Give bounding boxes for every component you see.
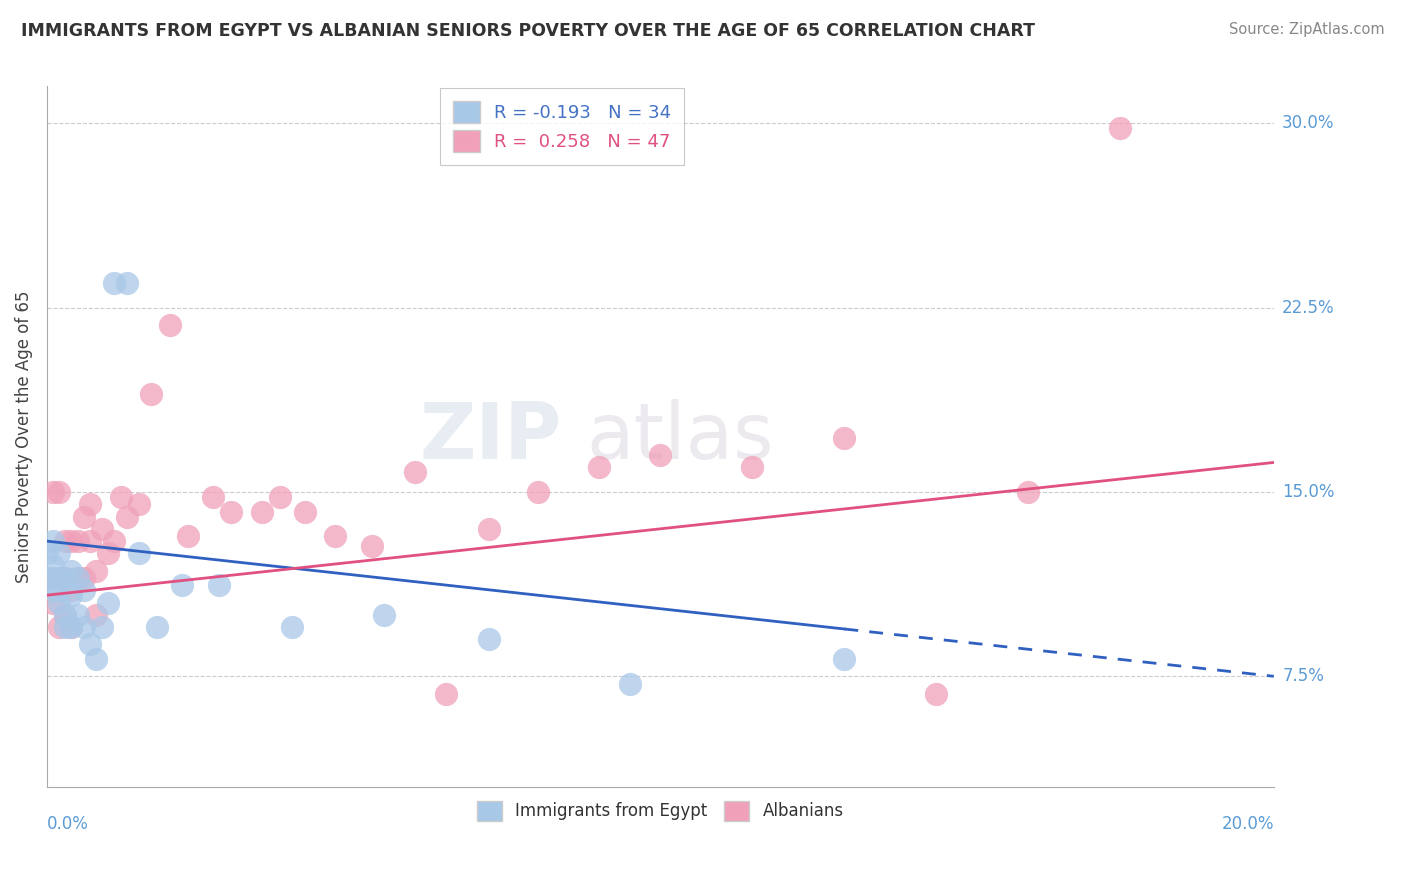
Y-axis label: Seniors Poverty Over the Age of 65: Seniors Poverty Over the Age of 65 [15,291,32,582]
Point [110,490,132,504]
Point [103,534,125,549]
Point [48,485,70,500]
Point [434,686,457,700]
Point [42,596,65,610]
Point [201,490,224,504]
Point [170,578,193,592]
Text: IMMIGRANTS FROM EGYPT VS ALBANIAN SENIORS POVERTY OVER THE AGE OF 65 CORRELATION: IMMIGRANTS FROM EGYPT VS ALBANIAN SENIOR… [21,22,1035,40]
Text: ZIP: ZIP [420,399,562,475]
Point [48,620,70,634]
Point [66,534,89,549]
Point [48,583,70,598]
Point [53,571,76,585]
Point [219,505,242,519]
Point [48,596,70,610]
Point [84,607,107,622]
Point [404,465,426,479]
Point [73,583,96,598]
Point [79,534,101,549]
Point [1017,485,1039,500]
Point [159,318,181,332]
Point [73,620,96,634]
Point [66,607,89,622]
Point [73,571,96,585]
Point [97,596,120,610]
Point [48,546,70,560]
Point [650,448,672,462]
Point [84,652,107,666]
Point [35,571,58,585]
Text: 30.0%: 30.0% [1282,114,1334,132]
Point [91,620,114,634]
Point [588,460,610,475]
Point [477,522,499,536]
Point [281,620,304,634]
Point [66,571,89,585]
Point [208,578,231,592]
Legend: Immigrants from Egypt, Albanians: Immigrants from Egypt, Albanians [471,794,851,828]
Point [741,460,763,475]
Point [60,564,83,578]
Point [250,505,273,519]
Point [619,676,641,690]
Text: 7.5%: 7.5% [1282,667,1324,685]
Point [48,571,70,585]
Point [361,539,384,553]
Point [73,509,96,524]
Point [60,620,83,634]
Point [103,276,125,290]
Point [323,529,346,543]
Point [84,564,107,578]
Point [60,588,83,602]
Text: Source: ZipAtlas.com: Source: ZipAtlas.com [1229,22,1385,37]
Point [53,534,76,549]
Point [35,546,58,560]
Point [91,522,114,536]
Point [53,571,76,585]
Text: 20.0%: 20.0% [1222,815,1274,833]
Point [60,620,83,634]
Point [146,620,169,634]
Point [97,546,120,560]
Point [128,497,150,511]
Point [834,431,856,445]
Point [53,607,76,622]
Point [141,386,163,401]
Point [53,607,76,622]
Text: 15.0%: 15.0% [1282,483,1334,501]
Point [269,490,291,504]
Point [477,632,499,647]
Point [79,497,101,511]
Point [42,558,65,573]
Point [53,620,76,634]
Point [79,637,101,651]
Point [42,571,65,585]
Point [834,652,856,666]
Text: 22.5%: 22.5% [1282,299,1334,317]
Point [373,607,395,622]
Point [115,509,138,524]
Text: 0.0%: 0.0% [46,815,89,833]
Point [66,571,89,585]
Text: atlas: atlas [586,399,775,475]
Point [115,276,138,290]
Point [177,529,200,543]
Point [42,485,65,500]
Point [60,583,83,598]
Point [1109,121,1132,136]
Point [526,485,548,500]
Point [294,505,316,519]
Point [42,583,65,598]
Point [128,546,150,560]
Point [60,534,83,549]
Point [48,571,70,585]
Point [925,686,948,700]
Point [42,534,65,549]
